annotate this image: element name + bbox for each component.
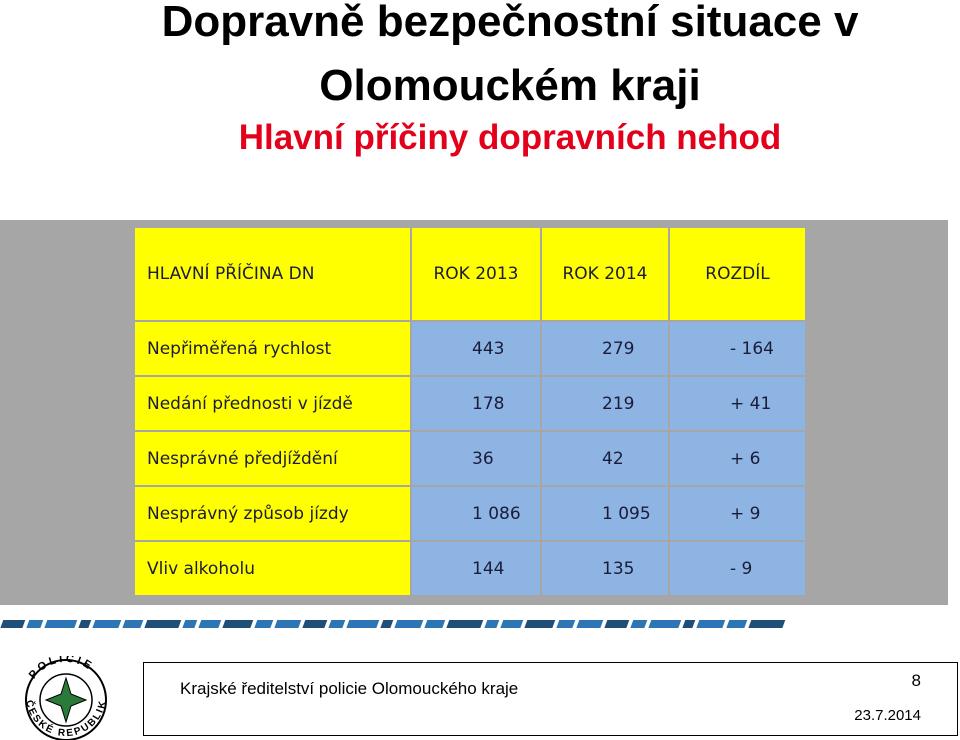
table-cell: Nesprávné předjíždění <box>135 432 410 485</box>
table-cell: ROZDÍL <box>670 228 805 320</box>
stripe <box>682 620 696 628</box>
stripe <box>328 620 346 628</box>
table-cell: HLAVNÍ PŘÍČINA DN <box>135 228 410 320</box>
stripe <box>274 620 302 628</box>
table-cell: 135 <box>542 542 668 595</box>
table-cell: + 6 <box>670 432 805 485</box>
logo-text: POLICIE <box>27 656 96 681</box>
table-cell: 178 <box>412 377 540 430</box>
stripe <box>92 620 122 628</box>
logo: POLICIE ČESKÉ REPUBLIKY <box>18 656 107 740</box>
date: 23.7.2014 <box>854 707 921 724</box>
stripe <box>500 620 524 628</box>
stripe <box>26 620 44 628</box>
stripe <box>380 620 394 628</box>
stripe <box>424 620 446 628</box>
stripe <box>556 620 576 628</box>
table-cell: 144 <box>412 542 540 595</box>
stripe <box>484 620 500 628</box>
stripe <box>696 620 726 628</box>
table-cell: 1 086 <box>412 487 540 540</box>
title-line: Olomouckém kraji <box>319 61 701 110</box>
stripe <box>346 620 380 628</box>
stripe <box>726 620 748 628</box>
table-cell: + 41 <box>670 377 805 430</box>
stripe <box>748 620 786 628</box>
page-number: 8 <box>911 671 921 690</box>
stripe <box>144 620 182 628</box>
logo-star <box>44 676 88 724</box>
logo-ring <box>39 673 93 727</box>
table-cell: + 9 <box>670 487 805 540</box>
table-cell: - 164 <box>670 322 805 375</box>
stripe <box>302 620 328 628</box>
stripe <box>648 620 682 628</box>
stripe <box>604 620 630 628</box>
decor-stripes <box>0 620 786 628</box>
stripe <box>254 620 274 628</box>
table-cell: 42 <box>542 432 668 485</box>
stripe <box>446 620 484 628</box>
stripe <box>394 620 424 628</box>
stripe <box>0 620 26 628</box>
footer-organization: Krajské ředitelství policie Olomouckého … <box>180 679 519 698</box>
logo-ring <box>25 659 107 740</box>
table-cell: Nesprávný způsob jízdy <box>135 487 410 540</box>
table-cell: ROK 2013 <box>412 228 540 320</box>
stripe <box>524 620 556 628</box>
stripe <box>44 620 78 628</box>
stripe <box>576 620 604 628</box>
table-cell: 219 <box>542 377 668 430</box>
footer: Krajské ředitelství policie Olomouckého … <box>143 662 958 736</box>
subtitle: Hlavní příčiny dopravních nehod <box>238 118 782 157</box>
table-cell: 443 <box>412 322 540 375</box>
table-cell: Vliv alkoholu <box>135 542 410 595</box>
table-cell: ROK 2014 <box>542 228 668 320</box>
table-cell: Nepřiměřená rychlost <box>135 322 410 375</box>
stripe <box>122 620 144 628</box>
table-cell: 279 <box>542 322 668 375</box>
table-cell: Nedání přednosti v jízdě <box>135 377 410 430</box>
table-cell: - 9 <box>670 542 805 595</box>
stripe <box>78 620 92 628</box>
table-cell: 36 <box>412 432 540 485</box>
stripe <box>198 620 222 628</box>
title-line: Dopravně bezpečnostní situace v <box>161 0 859 46</box>
stripe <box>182 620 198 628</box>
logo-text: POLICIE <box>27 656 93 681</box>
table-cell: 1 095 <box>542 487 668 540</box>
stripe <box>222 620 254 628</box>
stripe <box>630 620 648 628</box>
